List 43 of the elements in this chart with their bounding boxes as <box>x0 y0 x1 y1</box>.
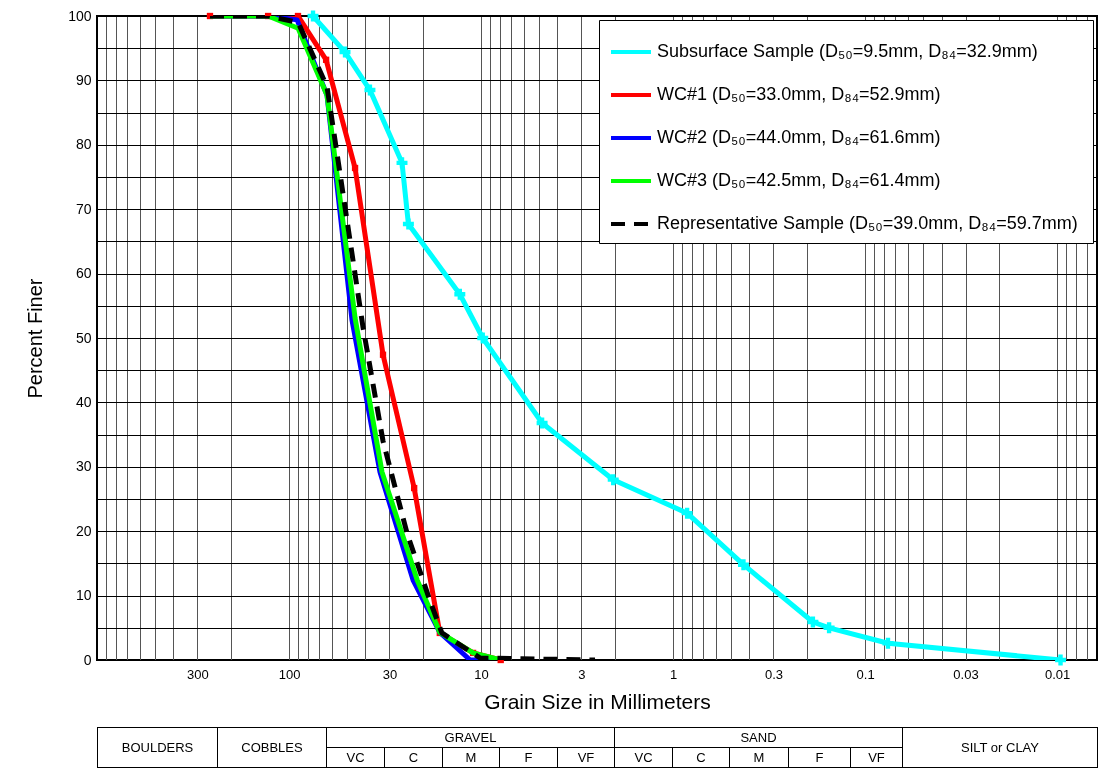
x-tick-label: 300 <box>187 666 209 682</box>
y-axis-title: Percent Finer <box>24 278 47 399</box>
y-tick-label: 90 <box>75 71 92 88</box>
legend-label: WC#3 (D₅₀=42.5mm, D₈₄=61.4mm) <box>657 170 941 190</box>
x-tick-label: 0.03 <box>953 666 979 682</box>
text: F <box>499 747 558 768</box>
y-tick-label: 0 <box>83 651 92 668</box>
text: VC <box>614 747 673 768</box>
x-tick-label: 1 <box>669 666 678 682</box>
text: SILT or CLAY <box>902 727 1098 768</box>
text: GRAVEL <box>326 727 615 748</box>
legend-label: WC#1 (D₅₀=33.0mm, D₈₄=52.9mm) <box>657 84 941 104</box>
legend-label: WC#2 (D₅₀=44.0mm, D₈₄=61.6mm) <box>657 127 941 147</box>
y-tick-label: 20 <box>75 522 92 539</box>
text: C <box>672 747 730 768</box>
x-tick-label: 3 <box>578 666 586 682</box>
y-tick-label: 40 <box>75 393 92 410</box>
x-tick-label: 0.01 <box>1044 666 1071 682</box>
y-tick-label: 60 <box>75 265 92 282</box>
y-tick-label: 50 <box>75 329 92 346</box>
x-tick-label: 0.3 <box>764 666 784 682</box>
x-tick-label: 10 <box>474 666 489 682</box>
y-tick-label: 10 <box>75 587 92 604</box>
text: BOULDERS <box>97 727 218 768</box>
x-tick-label: 30 <box>382 666 398 682</box>
y-tick-label: 80 <box>75 136 92 153</box>
y-tick-label: 100 <box>68 7 92 24</box>
x-axis-title: Grain Size in Millimeters <box>484 689 711 713</box>
y-tick-label: 70 <box>75 200 92 217</box>
text: VF <box>850 747 903 768</box>
text: M <box>442 747 500 768</box>
legend-label: Representative Sample (D₅₀=39.0mm, D₈₄=59.7mm) <box>657 213 1078 233</box>
x-tick-label: 0.1 <box>856 666 875 682</box>
text: VF <box>557 747 615 768</box>
text: F <box>788 747 851 768</box>
text: COBBLES <box>217 727 327 768</box>
text: C <box>384 747 443 768</box>
text: VC <box>326 747 385 768</box>
text: M <box>729 747 789 768</box>
x-tick-label: 100 <box>278 666 301 682</box>
text: SAND <box>614 727 903 748</box>
y-tick-label: 30 <box>75 458 92 475</box>
legend-label: Subsurface Sample (D₅₀=9.5mm, D₈₄=32.9mm) <box>657 41 1038 61</box>
